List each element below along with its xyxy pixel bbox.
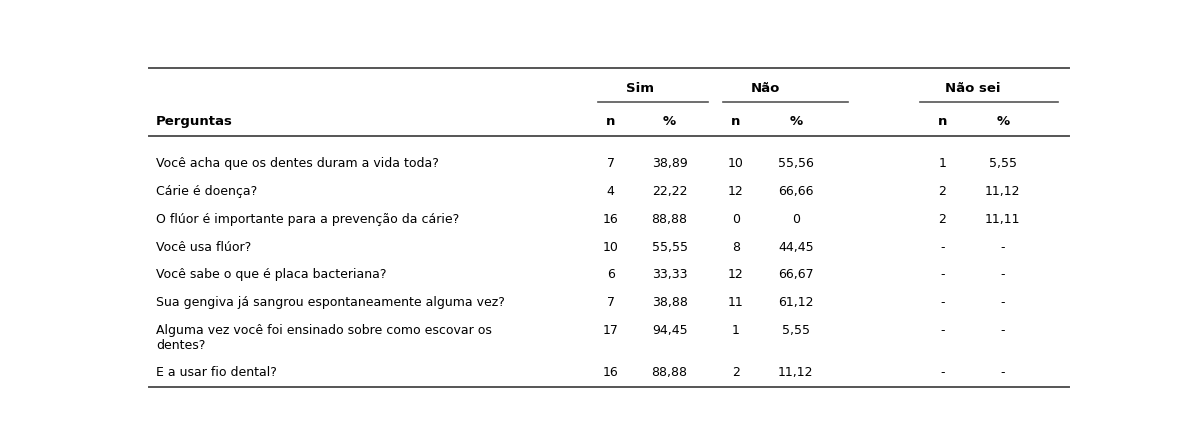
Text: 5,55: 5,55 [782,324,810,337]
Text: 10: 10 [602,240,619,254]
Text: 88,88: 88,88 [651,213,688,226]
Text: Você usa flúor?: Você usa flúor? [156,240,251,254]
Text: 55,55: 55,55 [651,240,688,254]
Text: Cárie é doença?: Cárie é doença? [156,185,257,198]
Text: 2: 2 [939,213,946,226]
Text: 6: 6 [607,268,614,282]
Text: %: % [997,114,1010,128]
Text: 61,12: 61,12 [778,297,814,309]
Text: 44,45: 44,45 [778,240,814,254]
Text: 66,67: 66,67 [778,268,814,282]
Text: 38,88: 38,88 [652,297,688,309]
Text: 8: 8 [732,240,740,254]
Text: 11,11: 11,11 [985,213,1020,226]
Text: 7: 7 [607,297,614,309]
Text: 12: 12 [728,185,744,198]
Text: 22,22: 22,22 [652,185,688,198]
Text: -: - [1000,268,1005,282]
Text: -: - [940,268,944,282]
Text: 33,33: 33,33 [652,268,688,282]
Text: -: - [1000,366,1005,379]
Text: Não sei: Não sei [944,82,1000,95]
Text: n: n [606,114,615,128]
Text: 1: 1 [939,157,946,170]
Text: 2: 2 [939,185,946,198]
Text: 2: 2 [732,366,740,379]
Text: Sim: Sim [626,82,655,95]
Text: Sua gengiva já sangrou espontaneamente alguma vez?: Sua gengiva já sangrou espontaneamente a… [156,297,505,309]
Text: Não: Não [751,82,781,95]
Text: 16: 16 [602,366,619,379]
Text: n: n [937,114,947,128]
Text: 5,55: 5,55 [988,157,1017,170]
Text: -: - [940,240,944,254]
Text: 11,12: 11,12 [985,185,1020,198]
Text: E a usar fio dental?: E a usar fio dental? [156,366,277,379]
Text: %: % [663,114,676,128]
Text: O flúor é importante para a prevenção da cárie?: O flúor é importante para a prevenção da… [156,213,459,226]
Text: -: - [1000,240,1005,254]
Text: 0: 0 [732,213,740,226]
Text: Perguntas: Perguntas [156,114,233,128]
Text: Você acha que os dentes duram a vida toda?: Você acha que os dentes duram a vida tod… [156,157,438,170]
Text: 94,45: 94,45 [652,324,688,337]
Text: 10: 10 [728,157,744,170]
Text: %: % [789,114,802,128]
Text: 66,66: 66,66 [778,185,814,198]
Text: 12: 12 [728,268,744,282]
Text: -: - [940,366,944,379]
Text: 38,89: 38,89 [652,157,688,170]
Text: -: - [1000,297,1005,309]
Text: -: - [940,324,944,337]
Text: 0: 0 [791,213,800,226]
Text: 17: 17 [602,324,619,337]
Text: Você sabe o que é placa bacteriana?: Você sabe o que é placa bacteriana? [156,268,386,282]
Text: 11: 11 [728,297,744,309]
Text: 4: 4 [607,185,614,198]
Text: -: - [940,297,944,309]
Text: -: - [1000,324,1005,337]
Text: n: n [732,114,740,128]
Text: 1: 1 [732,324,740,337]
Text: Alguma vez você foi ensinado sobre como escovar os
dentes?: Alguma vez você foi ensinado sobre como … [156,324,492,352]
Text: 16: 16 [602,213,619,226]
Text: 7: 7 [607,157,614,170]
Text: 88,88: 88,88 [651,366,688,379]
Text: 11,12: 11,12 [778,366,814,379]
Text: 55,56: 55,56 [778,157,814,170]
